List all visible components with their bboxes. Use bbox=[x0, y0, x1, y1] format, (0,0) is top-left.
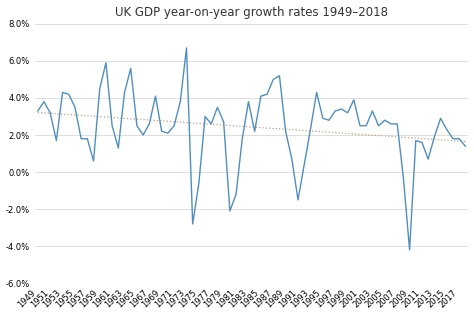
Title: UK GDP year-on-year growth rates 1949–2018: UK GDP year-on-year growth rates 1949–20… bbox=[115, 6, 388, 19]
